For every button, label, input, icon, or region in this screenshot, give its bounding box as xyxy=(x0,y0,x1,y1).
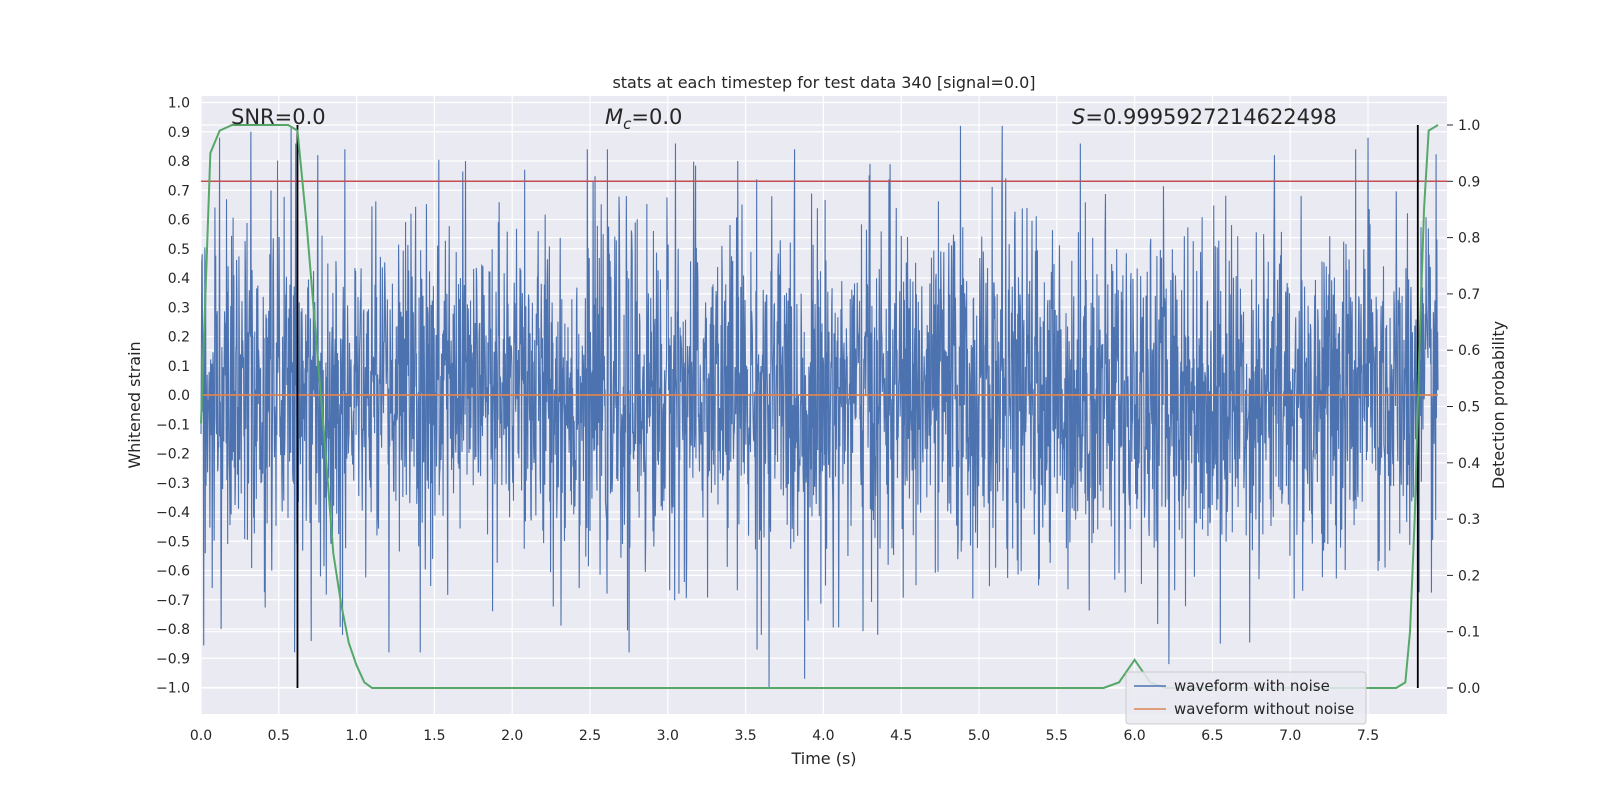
x-tick-label: 0.0 xyxy=(190,728,212,744)
y2-tick-label: 0.8 xyxy=(1458,231,1480,247)
y-tick-label: 0.7 xyxy=(168,183,190,199)
y2-tick-label: 0.2 xyxy=(1458,568,1480,584)
detection-probability-line xyxy=(200,124,1439,689)
y-tick-label: 0.0 xyxy=(168,388,190,404)
x-tick-label: 4.5 xyxy=(890,728,912,744)
x-tick-label: 1.5 xyxy=(423,728,445,744)
overlays xyxy=(200,124,1447,689)
legend-box xyxy=(1125,671,1367,725)
y-tick-label: −0.3 xyxy=(156,476,190,492)
chart-title: stats at each timestep for test data 340… xyxy=(612,73,1035,92)
y-tick-label: 0.6 xyxy=(168,213,190,229)
x-tick-label: 3.0 xyxy=(657,728,679,744)
legend: waveform with noise waveform without noi… xyxy=(1125,671,1367,725)
x-tick-label: 6.0 xyxy=(1123,728,1145,744)
legend-label-noise: waveform with noise xyxy=(1174,677,1330,695)
y2-tick-label: 0.5 xyxy=(1458,400,1480,416)
x-tick-label: 2.5 xyxy=(579,728,601,744)
y-tick-label: 0.1 xyxy=(168,359,190,375)
y-tick-label: −0.6 xyxy=(156,564,190,580)
x-tick-label: 3.5 xyxy=(734,728,756,744)
x-tick-label: 5.0 xyxy=(968,728,990,744)
y2-tick-label: 0.9 xyxy=(1458,174,1480,190)
x-tick-label: 7.5 xyxy=(1357,728,1379,744)
x-tick-label: 7.0 xyxy=(1279,728,1301,744)
x-tick-label: 1.0 xyxy=(345,728,367,744)
x-axis-ticks: 0.0 0.5 1.0 1.5 2.0 2.5 3.0 3.5 4.0 4.5 5.0 5.5 6.0 6… xyxy=(190,728,1379,744)
y2-tick-label: 0.3 xyxy=(1458,512,1480,528)
y-tick-label: 0.3 xyxy=(168,300,190,316)
y-tick-label: −0.5 xyxy=(156,534,190,550)
y2-axis-ticks: 1.0 0.9 0.8 0.7 0.6 0.5 0.4 0.3 0.2 0.1 0.0 xyxy=(1447,118,1480,697)
x-tick-label: 0.5 xyxy=(268,728,290,744)
y2-tick-label: 0.6 xyxy=(1458,343,1480,359)
y-tick-label: 0.5 xyxy=(168,242,190,258)
x-tick-label: 6.5 xyxy=(1201,728,1223,744)
mc-subscript: c xyxy=(623,115,632,133)
x-axis-label: Time (s) xyxy=(790,749,856,768)
y2-tick-label: 0.1 xyxy=(1458,625,1480,641)
snr-annotation: SNR=0.0 xyxy=(231,105,326,129)
y-axis-ticks: 1.0 0.9 0.8 0.7 0.6 0.5 0.4 0.3 0.2 0.1 0.0 −0.1 −0.… xyxy=(156,96,190,697)
mc-value: =0.0 xyxy=(631,105,682,129)
legend-label-clean: waveform without noise xyxy=(1174,700,1354,718)
x-tick-label: 4.0 xyxy=(812,728,834,744)
y-tick-label: 0.8 xyxy=(168,154,190,170)
y-tick-label: 0.4 xyxy=(168,271,190,287)
s-value: =0.9995927214622498 xyxy=(1085,105,1336,129)
y-tick-label: −0.7 xyxy=(156,593,190,609)
y-tick-label: 0.2 xyxy=(168,330,190,346)
mc-symbol: M xyxy=(605,105,623,129)
y-tick-label: −0.2 xyxy=(156,447,190,463)
y-axis-label: Whitened strain xyxy=(125,341,144,468)
y2-tick-label: 0.4 xyxy=(1458,456,1480,472)
y-tick-label: −1.0 xyxy=(156,681,190,697)
x-tick-label: 2.0 xyxy=(501,728,523,744)
y-tick-label: −0.8 xyxy=(156,622,190,638)
score-annotation: S=0.9995927214622498 xyxy=(1072,105,1337,129)
chirp-mass-annotation: Mc=0.0 xyxy=(605,105,682,133)
y-tick-label: 1.0 xyxy=(168,96,190,112)
y-tick-label: −0.9 xyxy=(156,651,190,667)
y2-tick-label: 0.7 xyxy=(1458,287,1480,303)
x-tick-label: 5.5 xyxy=(1046,728,1068,744)
series-waveform-with-noise xyxy=(200,125,1439,688)
s-symbol: S xyxy=(1072,105,1085,129)
y2-tick-label: 0.0 xyxy=(1458,681,1480,697)
waveform-with-noise-line xyxy=(200,125,1439,688)
y2-axis-label: Detection probability xyxy=(1489,321,1508,489)
y-tick-label: −0.4 xyxy=(156,505,190,521)
y2-tick-label: 1.0 xyxy=(1458,118,1480,134)
y-tick-label: 0.9 xyxy=(168,125,190,141)
y-tick-label: −0.1 xyxy=(156,417,190,433)
